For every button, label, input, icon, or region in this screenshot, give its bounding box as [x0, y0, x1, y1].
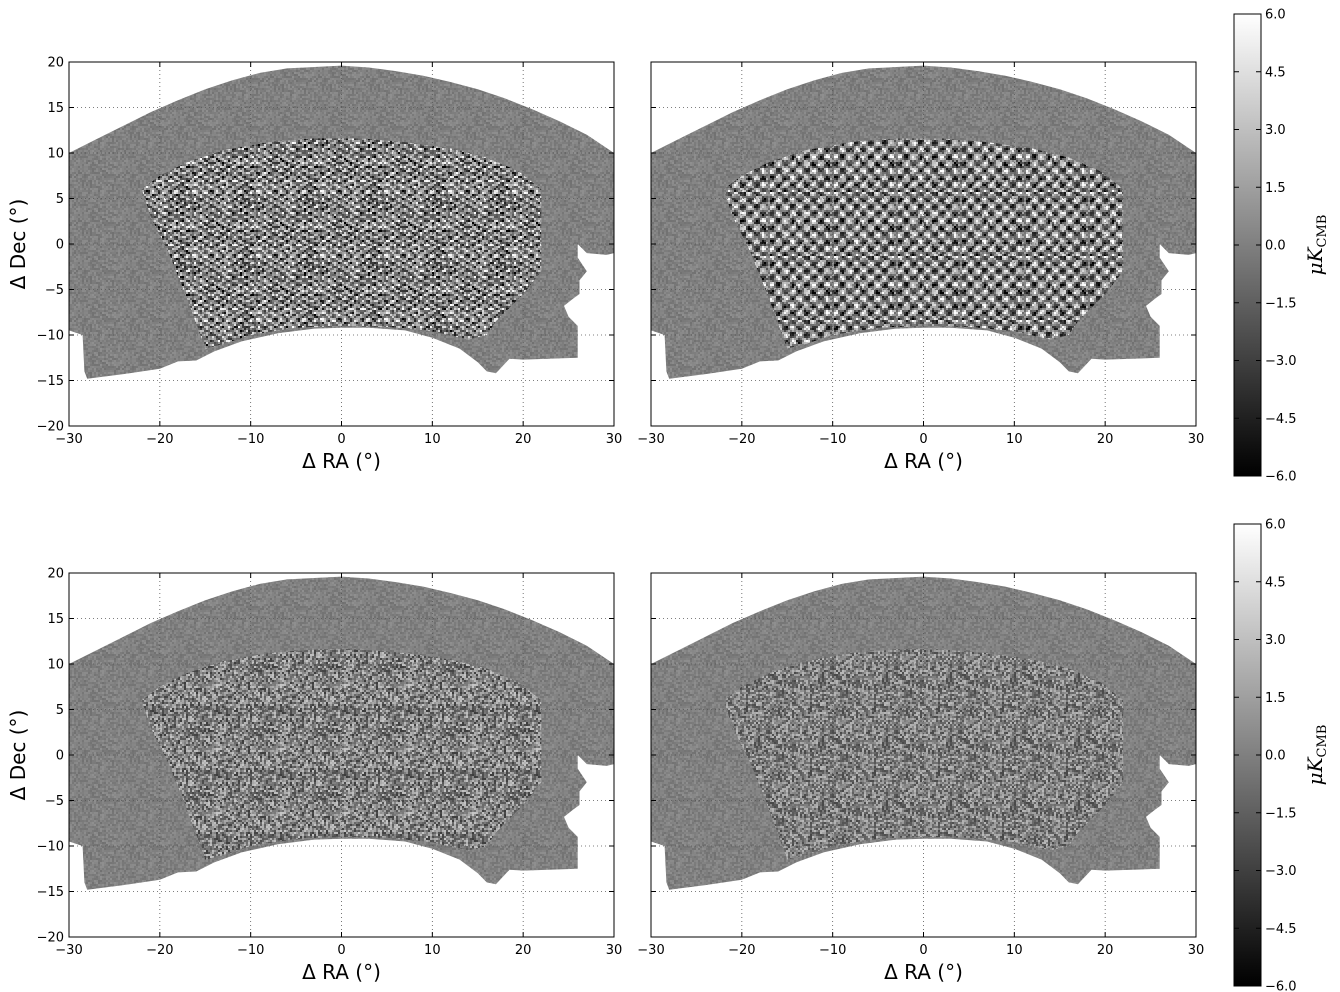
- y-tick-label: 20: [47, 56, 64, 71]
- x-tick-label: 20: [515, 943, 532, 958]
- colorbar-tick-label: 1.5: [1265, 691, 1286, 706]
- signal-region: [141, 138, 542, 349]
- y-tick-label: −15: [37, 885, 64, 900]
- x-tick-label: −30: [55, 432, 82, 447]
- y-tick-label: −20: [37, 931, 64, 946]
- y-tick-label: −5: [45, 794, 64, 809]
- y-tick-label: 5: [56, 703, 64, 718]
- x-tick-label: 30: [606, 432, 623, 447]
- colorbar: 6.0 4.5 3.0 1.5 0.0 −1.5 −3.0 −4.5 −6.0 μKCMB: [1233, 8, 1330, 485]
- x-tick-label: −10: [237, 432, 264, 447]
- x-tick-label: 20: [1097, 432, 1114, 447]
- colorbar-tick-label: −6.0: [1265, 470, 1297, 485]
- colorbar-label: μKCMB: [1303, 725, 1330, 786]
- x-axis-label: Δ RA (°): [302, 449, 381, 473]
- x-tick-label: −10: [237, 943, 264, 958]
- y-tick-label: −10: [37, 840, 64, 855]
- x-tick-label: −10: [819, 943, 846, 958]
- x-tick-label: 20: [515, 432, 532, 447]
- colorbar-tick-label: −1.5: [1265, 296, 1297, 311]
- colorbar-tick-label: −1.5: [1265, 806, 1297, 821]
- x-tick-label: 30: [606, 943, 623, 958]
- colorbar-tick-label: −4.5: [1265, 412, 1297, 427]
- x-tick-label: −20: [146, 943, 173, 958]
- colorbar-tick-label: −3.0: [1265, 354, 1297, 369]
- x-tick-label: 0: [337, 432, 345, 447]
- x-tick-label: −20: [146, 432, 173, 447]
- colorbar-tick-label: 3.0: [1265, 633, 1286, 648]
- y-tick-label: 10: [47, 147, 64, 162]
- y-tick-label: −5: [45, 283, 64, 298]
- x-tick-label: 30: [1188, 432, 1205, 447]
- x-tick-label: 0: [919, 943, 927, 958]
- y-tick-label: 15: [47, 612, 64, 627]
- signal-region: [141, 649, 542, 860]
- x-tick-label: −30: [637, 943, 664, 958]
- x-tick-label: −30: [637, 432, 664, 447]
- x-axis-label: Δ RA (°): [302, 960, 381, 984]
- colorbar-tick-label: 1.5: [1265, 181, 1286, 196]
- x-tick-label: −10: [819, 432, 846, 447]
- y-tick-label: −20: [37, 420, 64, 435]
- x-tick-label: 30: [1188, 943, 1205, 958]
- x-tick-label: 20: [1097, 943, 1114, 958]
- x-tick-label: −20: [728, 432, 755, 447]
- y-axis-label: Δ Dec (°): [6, 199, 30, 290]
- colorbar-label: μKCMB: [1303, 215, 1330, 276]
- y-tick-label: 15: [47, 101, 64, 116]
- y-axis-label: Δ Dec (°): [6, 710, 30, 801]
- x-axis-label: Δ RA (°): [884, 960, 963, 984]
- y-tick-label: −15: [37, 374, 64, 389]
- colorbar-tick-label: −4.5: [1265, 922, 1297, 937]
- x-axis-label: Δ RA (°): [884, 449, 963, 473]
- colorbar-tick-label: 3.0: [1265, 123, 1286, 138]
- colorbar: 6.0 4.5 3.0 1.5 0.0 −1.5 −3.0 −4.5 −6.0 μKCMB: [1233, 518, 1330, 992]
- y-tick-label: 10: [47, 658, 64, 673]
- y-tick-label: 5: [56, 192, 64, 207]
- signal-region: [723, 649, 1124, 860]
- signal-region: [723, 138, 1124, 349]
- colorbar-label-sub: CMB: [1315, 215, 1330, 248]
- y-tick-label: 0: [56, 238, 64, 253]
- x-tick-label: 0: [919, 432, 927, 447]
- colorbar-tick-label: 6.0: [1265, 518, 1286, 533]
- x-tick-label: 10: [424, 432, 441, 447]
- x-tick-label: 10: [424, 943, 441, 958]
- panel-bottom-right: −30 −20 −10 0 10 20 30 Δ RA (°): [637, 572, 1205, 984]
- x-tick-label: −30: [55, 943, 82, 958]
- colorbar-tick-label: 6.0: [1265, 8, 1286, 23]
- colorbar-tick-label: 0.0: [1265, 749, 1286, 764]
- x-tick-label: 0: [337, 943, 345, 958]
- panel-top-right: −30 −20 −10 0 10 20 30 Δ RA (°): [637, 61, 1205, 473]
- y-tick-label: 20: [47, 567, 64, 582]
- colorbar-label-sub: CMB: [1315, 725, 1330, 758]
- y-tick-label: 0: [56, 749, 64, 764]
- y-tick-label: −10: [37, 329, 64, 344]
- colorbar-tick-label: 0.0: [1265, 239, 1286, 254]
- x-tick-label: 10: [1006, 943, 1023, 958]
- colorbar-tick-label: −3.0: [1265, 864, 1297, 879]
- colorbar-tick-label: 4.5: [1265, 575, 1286, 590]
- x-tick-label: −20: [728, 943, 755, 958]
- colorbar-tick-label: −6.0: [1265, 980, 1297, 992]
- x-tick-label: 10: [1006, 432, 1023, 447]
- colorbar-tick-label: 4.5: [1265, 65, 1286, 80]
